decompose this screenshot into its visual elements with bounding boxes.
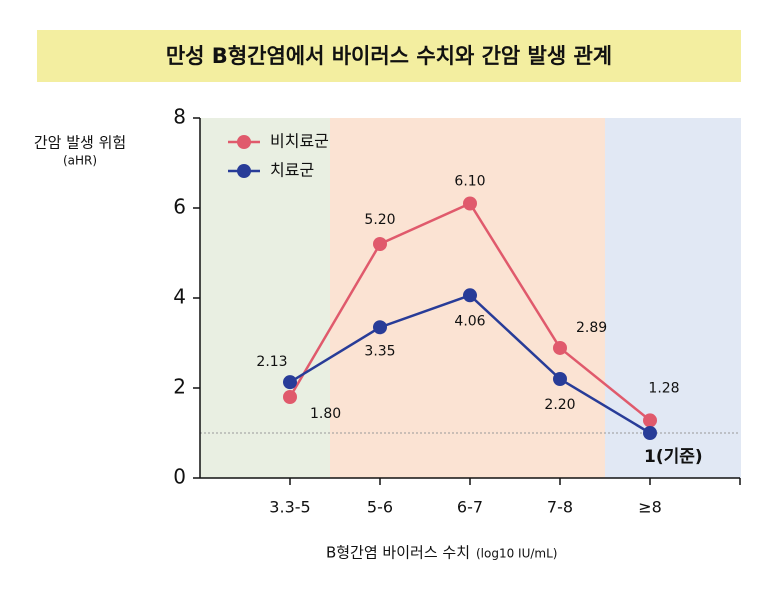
data-point xyxy=(283,390,297,404)
data-point xyxy=(373,320,387,335)
data-label: 1.80 xyxy=(310,406,341,422)
data-point xyxy=(283,375,297,390)
y-tick-label: 4 xyxy=(173,285,186,309)
data-label: 2.89 xyxy=(576,320,607,336)
y-tick-label: 6 xyxy=(173,195,186,219)
data-point xyxy=(643,413,657,428)
data-point xyxy=(553,372,567,386)
x-axis-label: B형간염 바이러스 수치 xyxy=(326,544,470,562)
data-point xyxy=(463,288,477,303)
data-label: 1(기준) xyxy=(644,447,703,467)
x-tick-label: 6-7 xyxy=(457,498,483,517)
data-point xyxy=(643,426,657,440)
y-tick-label: 8 xyxy=(173,105,186,129)
x-tick-label: ≥8 xyxy=(638,498,662,517)
chart-title: 만성 B형간염에서 바이러스 수치와 간암 발생 관계 xyxy=(166,44,612,68)
legend-marker xyxy=(237,135,251,149)
zone-low xyxy=(200,118,330,478)
data-label: 5.20 xyxy=(364,212,395,228)
y-axis-label: 간암 발생 위험 xyxy=(34,134,126,152)
data-label: 3.35 xyxy=(364,343,395,359)
y-tick-label: 0 xyxy=(173,465,186,489)
data-point xyxy=(463,196,477,211)
data-label: 2.20 xyxy=(544,397,575,413)
data-label: 1.28 xyxy=(648,380,679,396)
zone-high xyxy=(605,118,741,478)
legend-label: 비치료군 xyxy=(270,132,329,151)
data-label: 4.06 xyxy=(454,313,485,329)
y-tick-label: 2 xyxy=(173,375,186,399)
legend-label: 치료군 xyxy=(270,161,314,180)
title-bar xyxy=(37,30,741,82)
data-point xyxy=(373,237,387,251)
data-label: 2.13 xyxy=(256,354,287,370)
data-label: 6.10 xyxy=(454,174,485,190)
x-tick-label: 5-6 xyxy=(367,498,393,517)
data-point xyxy=(553,340,567,355)
legend-marker xyxy=(237,164,251,178)
x-axis-unit: (log10 IU/mL) xyxy=(476,547,557,561)
x-tick-label: 7-8 xyxy=(547,498,573,517)
x-tick-label: 3.3-5 xyxy=(269,498,310,517)
y-axis-unit: (aHR) xyxy=(63,154,97,168)
